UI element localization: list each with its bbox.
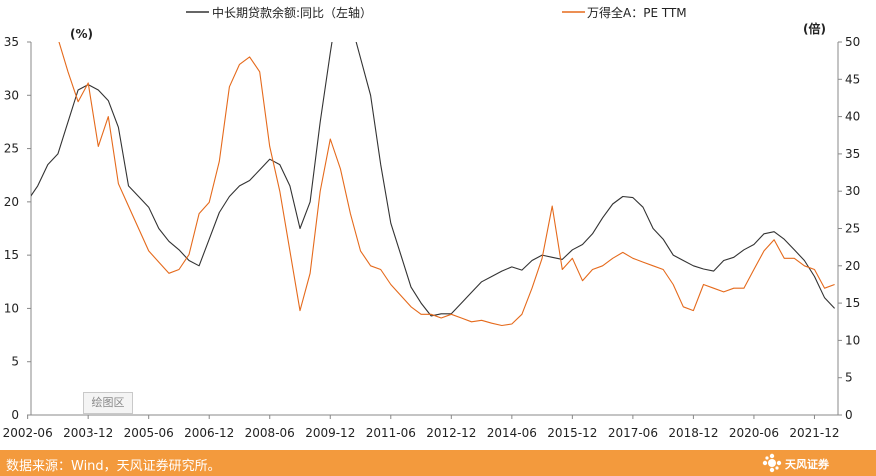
legend-label-1: 中长期贷款余额:同比（左轴） xyxy=(212,5,372,20)
right-tick-label: 20 xyxy=(845,259,860,273)
x-tick-label: 2014-06 xyxy=(487,426,537,440)
brand-name: 天风证券 xyxy=(785,458,829,471)
x-tick-label: 2003-12 xyxy=(63,426,113,440)
chart-area: 0 5 10 15 20 25 30 35 0 5 10 15 20 25 30 35 40 45 50 2002-0… xyxy=(3,5,861,440)
series-line-loan-growth xyxy=(31,42,836,317)
right-tick-label: 40 xyxy=(845,110,860,124)
x-tick-label: 2006-12 xyxy=(184,426,234,440)
plot-area-tag: 绘图区 xyxy=(83,392,133,414)
left-tick-label: 25 xyxy=(4,142,19,156)
x-tick-label: 2017-06 xyxy=(608,426,658,440)
left-tick-label: 20 xyxy=(4,195,19,209)
right-tick-label: 25 xyxy=(845,222,860,236)
right-tick-label: 0 xyxy=(845,408,853,422)
right-tick-label: 5 xyxy=(845,371,853,385)
chart-svg: 0 5 10 15 20 25 30 35 0 5 10 15 20 25 30 35 40 45 50 2002-0… xyxy=(3,5,861,440)
source-note: 数据来源：Wind，天风证券研究所。 xyxy=(6,459,221,474)
x-tick-label: 2018-12 xyxy=(668,426,718,440)
left-tick-label: 0 xyxy=(11,408,19,422)
plot-series-group xyxy=(31,42,836,327)
x-tick-label: 2021-12 xyxy=(789,426,839,440)
footer-bar: 数据来源：Wind，天风证券研究所。 天风证券 xyxy=(0,450,876,476)
x-tick-label: 2002-06 xyxy=(3,426,53,440)
right-tick-label: 30 xyxy=(845,184,860,198)
left-tick-label: 5 xyxy=(11,355,19,369)
right-axis-unit: (倍) xyxy=(803,21,826,36)
right-tick-label: 45 xyxy=(845,72,860,86)
x-tick-label: 2005-06 xyxy=(124,426,174,440)
left-tick-label: 35 xyxy=(4,35,19,49)
left-tick-label: 10 xyxy=(4,301,19,315)
left-tick-label: 30 xyxy=(4,88,19,102)
right-tick-label: 35 xyxy=(845,147,860,161)
brand-logo-icon xyxy=(762,453,782,473)
right-tick-label: 15 xyxy=(845,296,860,310)
x-tick-label: 2012-12 xyxy=(426,426,476,440)
series-line-pe-ttm xyxy=(58,42,835,327)
right-tick-label: 10 xyxy=(845,333,860,347)
x-tick-label: 2015-12 xyxy=(547,426,597,440)
left-tick-label: 15 xyxy=(4,248,19,262)
right-tick-label: 50 xyxy=(845,35,860,49)
x-tick-label: 2011-06 xyxy=(366,426,416,440)
left-axis-unit: (%) xyxy=(70,27,93,41)
x-tick-label: 2020-06 xyxy=(729,426,779,440)
x-tick-label: 2008-06 xyxy=(245,426,295,440)
x-tick-label: 2009-12 xyxy=(305,426,355,440)
legend-label-2: 万得全A：PE TTM xyxy=(587,5,687,20)
